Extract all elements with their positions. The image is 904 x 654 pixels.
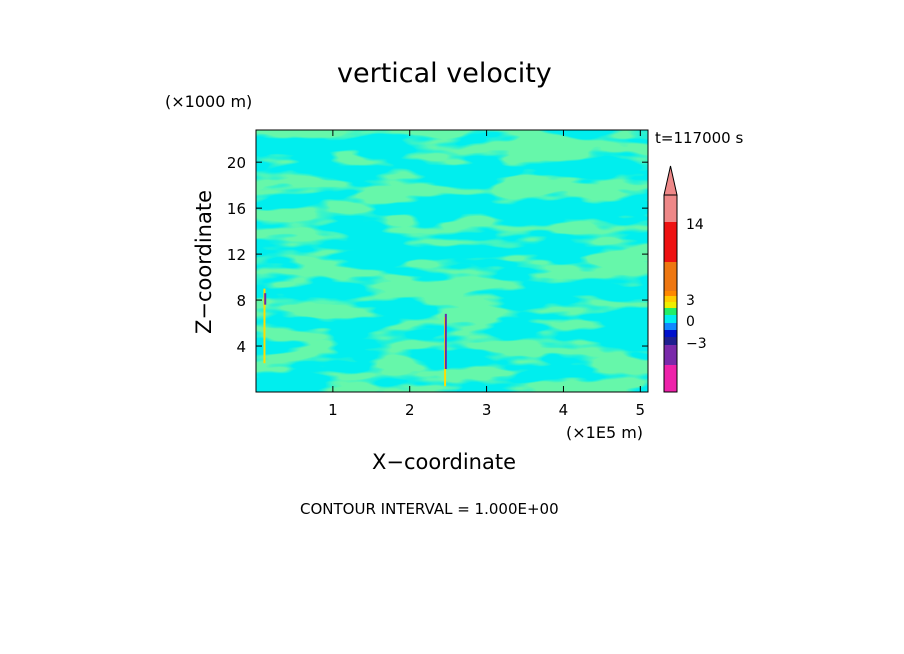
y-tick-label: 12 [227,246,246,264]
plot-frame [255,129,649,393]
colorbar-band [664,337,677,345]
chart-title: vertical velocity [337,58,552,89]
velocity-field [256,130,648,392]
colorbar-label: 3 [686,293,695,309]
y-tick-label: 16 [227,200,246,218]
time-label: t=117000 s [655,129,744,147]
x-axis-label: X−coordinate [372,450,516,474]
colorbar-band [664,296,677,302]
x-tick-label: 2 [405,401,415,419]
x-tick-label: 4 [559,401,569,419]
colorbar-band [664,308,677,315]
colorbar-band [664,345,677,365]
colorbar-band [664,222,677,262]
colorbar-band [664,195,677,222]
contour-fill-region [256,130,648,392]
y-tick-label: 8 [236,292,246,310]
colorbar-band [664,330,677,337]
colorbar-band [664,302,677,308]
colorbar-band [664,323,677,330]
colorbar-label: 14 [686,217,704,233]
x-unit-label: (×1E5 m) [566,423,644,442]
colorbar-band [664,291,677,296]
contour-interval-note: CONTOUR INTERVAL = 1.000E+00 [300,500,559,518]
colorbar-extend-arrow [663,165,678,196]
x-tick-label: 1 [328,401,338,419]
colorbar: 14 3 0 −3 [663,165,707,393]
x-tick-label: 3 [482,401,492,419]
x-tick-label: 5 [636,401,646,419]
colorbar-label: −3 [686,336,707,352]
colorbar-frame [663,195,678,393]
axes [255,129,649,393]
y-tick-label: 4 [236,338,246,356]
y-tick-label: 20 [227,154,246,172]
colorbar-band [664,315,677,323]
colorbar-band [664,365,677,392]
colorbar-label: 0 [686,314,695,330]
colorbar-band [664,262,677,291]
y-unit-label: (×1000 m) [165,92,253,111]
